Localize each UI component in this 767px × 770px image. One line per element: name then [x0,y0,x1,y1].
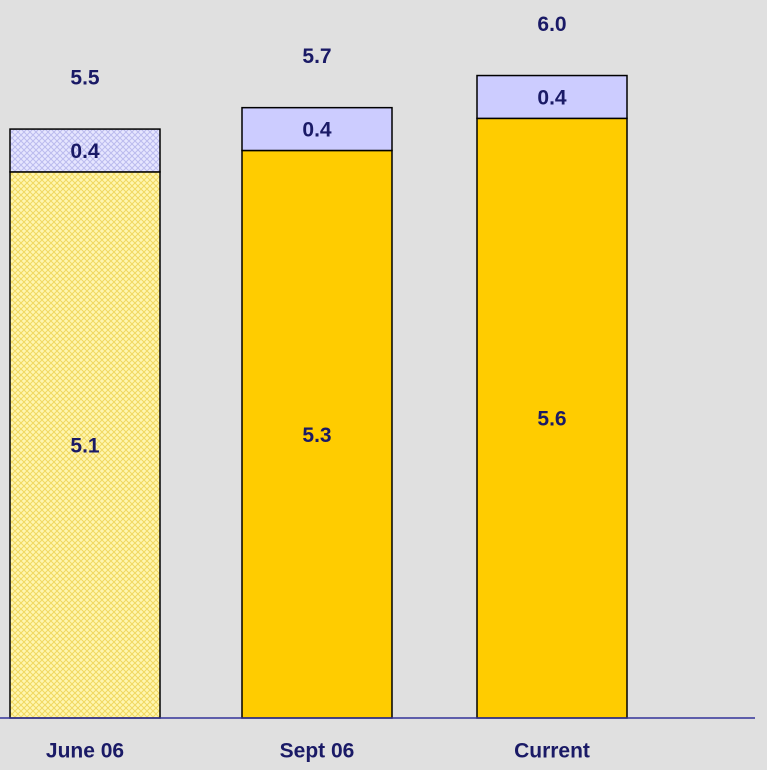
bar-segment [241,149,393,719]
bar-segment [9,171,161,719]
bar-segment [476,74,628,120]
segment-label: 5.3 [302,424,331,447]
segment-label: 0.4 [302,119,332,142]
bar-segment [241,106,393,152]
x-tick-label: Sept 06 [280,740,355,763]
x-tick-label: Current [514,740,590,763]
total-label: 6.0 [537,13,566,36]
bar-segment [9,128,161,173]
total-label: 5.7 [302,45,331,68]
x-tick-label: June 06 [46,740,124,763]
segment-label: 0.4 [70,140,100,163]
segment-label: 5.6 [537,408,566,431]
segment-label: 5.1 [70,435,100,458]
segment-label: 0.4 [537,87,567,110]
total-label: 5.5 [70,67,100,90]
